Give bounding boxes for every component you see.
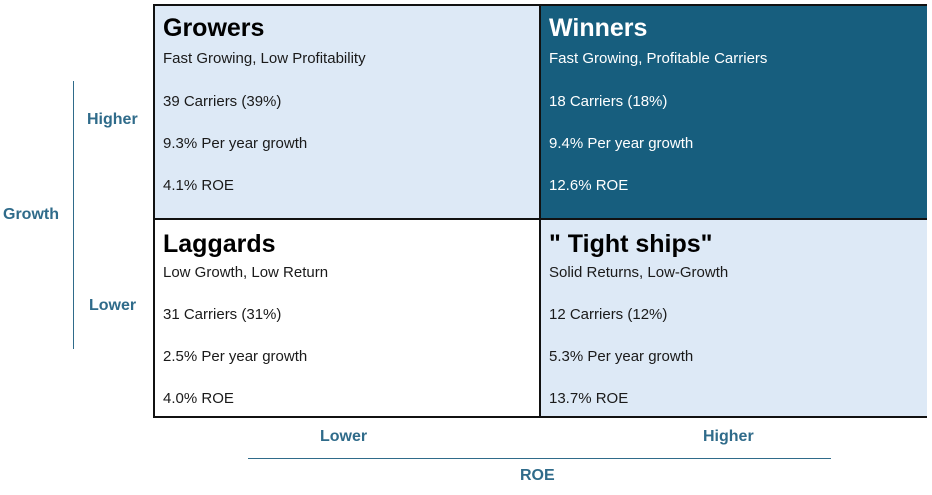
quadrant-subtitle: Fast Growing, Low Profitability [163,50,366,67]
quadrant-growth: 5.3% Per year growth [549,348,694,365]
quadrant-title: Laggards [163,230,276,258]
quadrant-growth: 9.3% Per year growth [163,135,308,152]
quadrant-carriers: 12 Carriers (12%) [549,306,668,323]
quadrant-subtitle: Fast Growing, Profitable Carriers [549,50,768,67]
x-axis-low-label: Lower [320,428,368,445]
x-axis-line [248,458,831,459]
quadrant-carriers: 39 Carriers (39%) [163,93,282,110]
x-axis-title: ROE [520,467,555,484]
quadrant-title: Winners [549,14,648,42]
quadrant-carriers: 18 Carriers (18%) [549,93,668,110]
quadrant-growers: Growers Fast Growing, Low Profitability … [155,6,541,220]
quadrant-subtitle: Solid Returns, Low-Growth [549,264,729,281]
quadrant-laggards: Laggards Low Growth, Low Return 31 Carri… [155,220,541,416]
quadrant-growth: 9.4% Per year growth [549,135,694,152]
x-axis-high-label: Higher [703,428,754,445]
quadrant-matrix: Growers Fast Growing, Low Profitability … [153,4,927,418]
y-axis-line [73,81,74,349]
quadrant-roe: 12.6% ROE [549,177,629,194]
quadrant-roe: 4.1% ROE [163,177,234,194]
quadrant-roe: 13.7% ROE [549,390,629,407]
quadrant-title: " Tight ships" [549,230,713,258]
y-axis-high-label: Higher [87,111,138,128]
quadrant-carriers: 31 Carriers (31%) [163,306,282,323]
quadrant-tight-ships: " Tight ships" Solid Returns, Low-Growth… [541,220,927,416]
quadrant-title: Growers [163,14,265,42]
y-axis-low-label: Lower [89,297,137,314]
quadrant-subtitle: Low Growth, Low Return [163,264,329,281]
quadrant-winners: Winners Fast Growing, Profitable Carrier… [541,6,927,220]
y-axis-title: Growth [3,206,59,223]
quadrant-growth: 2.5% Per year growth [163,348,308,365]
quadrant-roe: 4.0% ROE [163,390,234,407]
